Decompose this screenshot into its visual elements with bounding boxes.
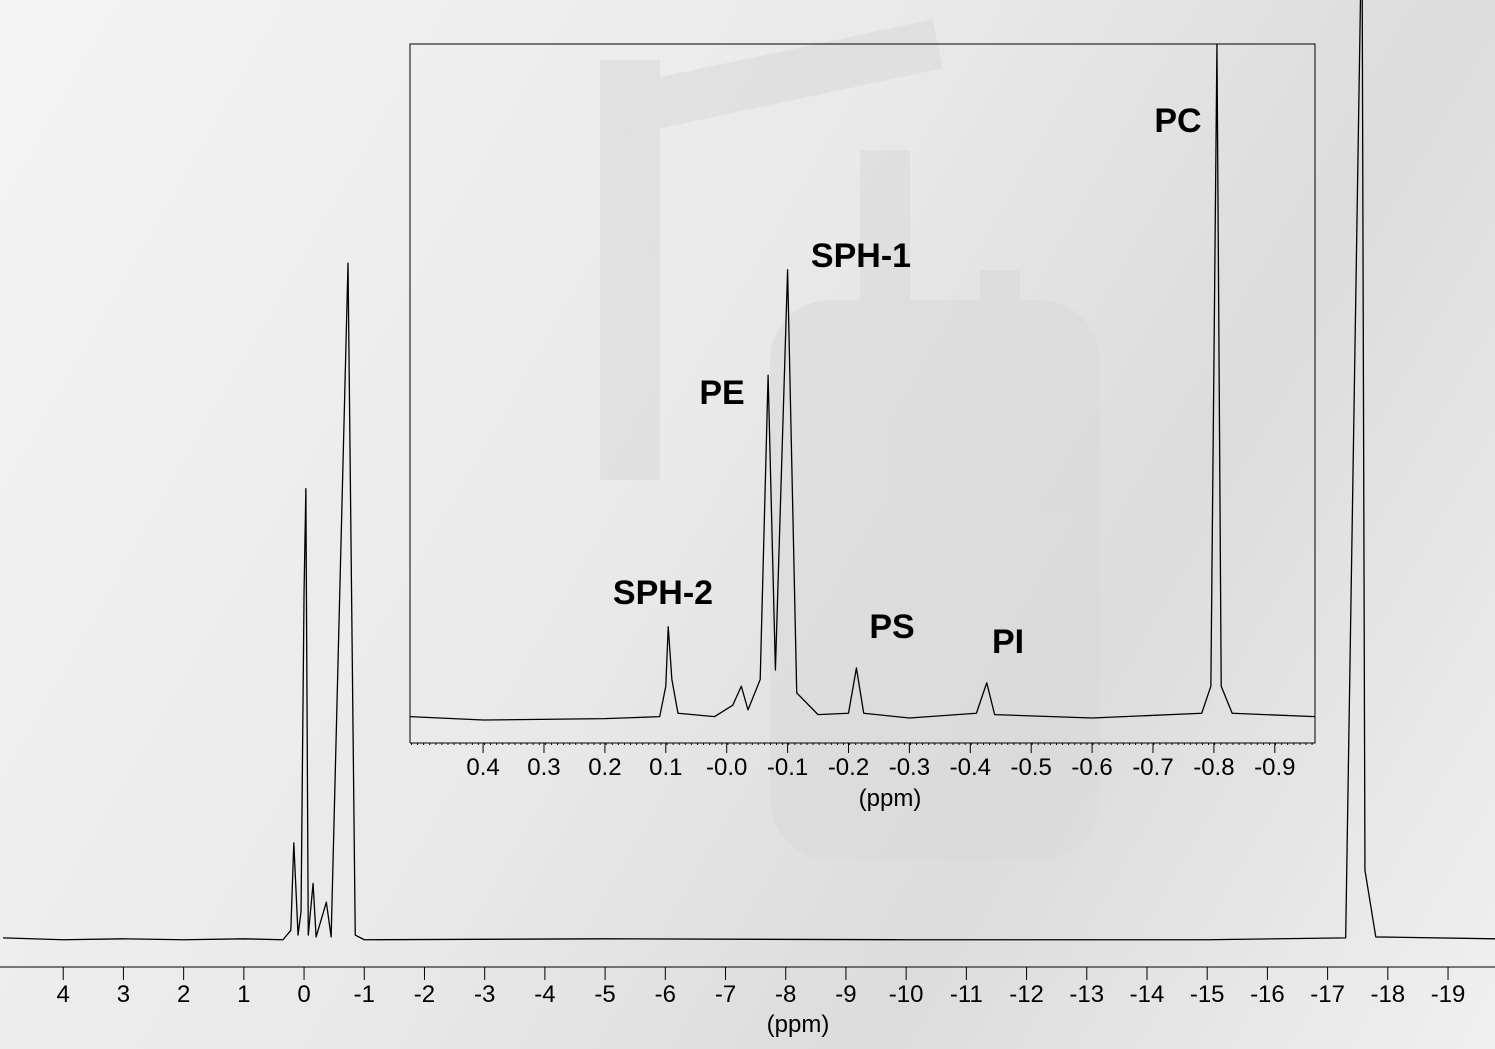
x-tick-label: -6: [655, 981, 676, 1008]
x-tick-label: -0.9: [1254, 754, 1295, 781]
x-tick-label: 1: [237, 981, 250, 1008]
x-tick-label: -0.3: [889, 754, 930, 781]
x-tick-label: -0.2: [828, 754, 869, 781]
x-tick-label: -7: [715, 981, 736, 1008]
x-tick-label: -2: [414, 981, 435, 1008]
x-axis-label: (ppm): [767, 1011, 830, 1038]
peak-annotation: PC: [1154, 102, 1201, 140]
x-tick-label: -11: [950, 981, 983, 1008]
x-tick-label: -15: [1190, 981, 1225, 1008]
x-tick-label: -0.4: [950, 754, 991, 781]
x-tick-label: -5: [594, 981, 615, 1008]
x-tick-label: -18: [1370, 981, 1405, 1008]
x-tick-label: 3: [117, 981, 130, 1008]
spectrum-line: [409, 43, 1316, 721]
x-tick-label: -4: [534, 981, 555, 1008]
x-tick-label: -14: [1130, 981, 1165, 1008]
x-tick-label: 0.3: [527, 754, 560, 781]
x-tick-label: 0: [297, 981, 310, 1008]
peak-annotation: SPH-2: [613, 574, 713, 612]
x-tick-label: -0.5: [1011, 754, 1052, 781]
x-tick-label: -0.6: [1071, 754, 1112, 781]
x-tick-label: -17: [1310, 981, 1345, 1008]
x-tick-label: 4: [57, 981, 70, 1008]
spectrum-line: [2, 0, 1495, 941]
x-tick-label: -19: [1431, 981, 1466, 1008]
minor-ticks: [0, 967, 1495, 975]
x-tick-label: 0.2: [588, 754, 621, 781]
background-apparatus: [600, 19, 1100, 860]
x-tick-label: -0.8: [1193, 754, 1234, 781]
x-tick-label: 2: [177, 981, 190, 1008]
x-tick-label: -0.1: [767, 754, 808, 781]
x-tick-label: -0.0: [706, 754, 747, 781]
x-tick-label: -3: [474, 981, 495, 1008]
x-tick-label: -9: [835, 981, 856, 1008]
x-tick-label: -0.7: [1132, 754, 1173, 781]
x-tick-label: -1: [354, 981, 375, 1008]
inset-frame: [409, 43, 1316, 744]
x-tick-label: -13: [1069, 981, 1104, 1008]
peak-annotation: PE: [699, 374, 744, 412]
x-tick-label: 0.4: [466, 754, 499, 781]
x-tick-label: -12: [1009, 981, 1044, 1008]
x-tick-label: -8: [775, 981, 796, 1008]
peak-annotation: PI: [992, 623, 1024, 661]
peak-annotation: SPH-1: [811, 237, 911, 275]
x-tick-label: -16: [1250, 981, 1285, 1008]
x-tick-label: -10: [889, 981, 924, 1008]
x-tick-label: 0.1: [649, 754, 682, 781]
peak-annotation: PS: [869, 608, 914, 646]
minor-ticks: [410, 743, 1315, 751]
x-axis-label: (ppm): [859, 785, 922, 812]
